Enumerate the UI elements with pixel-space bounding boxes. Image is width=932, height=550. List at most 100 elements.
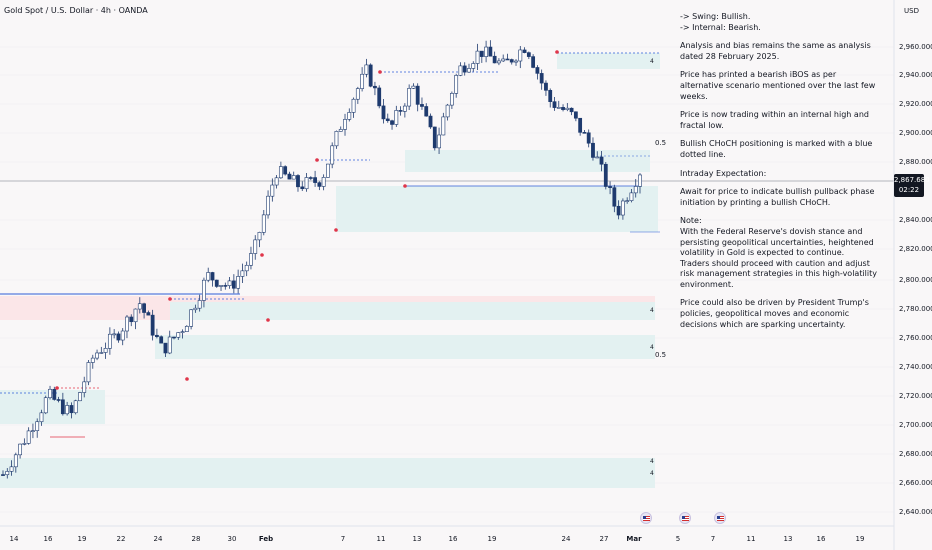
bearish-candle bbox=[172, 336, 176, 339]
analysis-line: weeks. bbox=[680, 91, 708, 101]
analysis-line: environment. bbox=[680, 279, 734, 289]
analysis-paragraph: Analysis and bias remains the same as an… bbox=[680, 41, 876, 62]
bullish-candle bbox=[26, 430, 31, 444]
bearish-candle bbox=[569, 107, 574, 113]
analysis-paragraph: Price has printed a bearish iBOS as per a… bbox=[680, 70, 876, 102]
bullish-candle bbox=[458, 65, 463, 76]
analysis-line: dotted line. bbox=[680, 149, 726, 159]
bearish-candle bbox=[548, 90, 553, 102]
swing-markers bbox=[55, 50, 559, 390]
bullish-candle bbox=[556, 107, 561, 109]
bearish-candle bbox=[608, 186, 612, 188]
bullish-candle bbox=[48, 388, 52, 399]
bullish-candle bbox=[176, 332, 181, 338]
bullish-candle bbox=[330, 145, 335, 165]
bullish-candle bbox=[261, 214, 266, 233]
bullish-candle bbox=[244, 264, 249, 272]
bearish-candle bbox=[1, 474, 5, 476]
swing-marker bbox=[168, 297, 172, 301]
us-flag-event-icon[interactable] bbox=[679, 512, 691, 524]
bullish-candle bbox=[253, 239, 258, 254]
currency-button[interactable]: USD bbox=[904, 7, 919, 15]
swing-marker bbox=[403, 184, 407, 188]
bullish-candle bbox=[240, 270, 245, 277]
bullish-candle bbox=[497, 60, 501, 64]
bullish-candle bbox=[274, 177, 279, 186]
bullish-candle bbox=[227, 280, 232, 286]
analysis-line: risk management strategies in this high-… bbox=[680, 269, 877, 279]
bullish-candle bbox=[167, 336, 172, 354]
price-tick-label: 2,760.000 bbox=[899, 334, 932, 342]
price-tick-label: 2,680.000 bbox=[899, 450, 932, 458]
bullish-candle bbox=[321, 177, 326, 187]
price-tick-label: 2,900.000 bbox=[899, 129, 932, 137]
bullish-candle bbox=[270, 184, 275, 197]
bearish-candle bbox=[283, 166, 288, 175]
bullish-candle bbox=[90, 357, 95, 363]
swing-marker bbox=[260, 253, 264, 257]
bearish-candle bbox=[150, 314, 155, 336]
time-tick-label: 24 bbox=[153, 535, 163, 543]
analysis-paragraph: -> Swing: Bullish. -> Internal: Bearish. bbox=[680, 12, 876, 33]
bullish-candle bbox=[291, 175, 296, 180]
bullish-candle bbox=[86, 362, 91, 383]
time-tick-label: 13 bbox=[783, 535, 793, 543]
time-tick-label: 19 bbox=[487, 535, 497, 543]
bullish-candle bbox=[620, 200, 625, 216]
bearish-candle bbox=[509, 59, 514, 63]
bullish-candle bbox=[625, 200, 630, 202]
time-tick-label: 11 bbox=[746, 535, 756, 543]
analysis-line: decisions which are sparking uncertainty… bbox=[680, 319, 846, 329]
time-tick-label: Mar bbox=[626, 535, 642, 543]
bearish-candle bbox=[116, 333, 121, 341]
bullish-candle bbox=[99, 352, 104, 354]
analysis-line: -> Swing: Bullish. bbox=[680, 12, 751, 21]
analysis-line: Traders should proceed with caution and … bbox=[680, 258, 870, 268]
time-tick-label: 14 bbox=[9, 535, 19, 543]
bullish-candle bbox=[629, 192, 634, 201]
bullish-candle bbox=[360, 73, 365, 89]
us-flag-event-icon[interactable] bbox=[714, 512, 726, 524]
bearish-candle bbox=[578, 117, 583, 133]
bearish-candle bbox=[424, 106, 429, 117]
bullish-candle bbox=[189, 309, 194, 327]
order-block-zones bbox=[0, 53, 660, 488]
bearish-candle bbox=[223, 285, 228, 287]
analysis-line: Analysis and bias remains the same as an… bbox=[680, 41, 871, 51]
zone-count-label: 4 bbox=[650, 307, 654, 314]
bullish-candle bbox=[437, 134, 441, 149]
bullish-candle bbox=[236, 276, 241, 289]
price-tick-label: 2,800.000 bbox=[899, 276, 932, 284]
us-flag-event-icon[interactable] bbox=[640, 512, 652, 524]
bearish-candle bbox=[300, 186, 305, 190]
demand-zone-choch bbox=[336, 186, 658, 232]
bearish-candle bbox=[142, 303, 146, 313]
bearish-candle bbox=[129, 316, 134, 323]
time-tick-label: 27 bbox=[599, 535, 609, 543]
symbol-title[interactable]: Gold Spot / U.S. Dollar · 4h · OANDA bbox=[4, 6, 148, 15]
analysis-paragraph: Intraday Expectation: bbox=[680, 169, 876, 180]
bearish-candle bbox=[308, 177, 313, 179]
bullish-candle bbox=[514, 60, 518, 63]
bar-countdown: 02:22 bbox=[898, 186, 920, 194]
bullish-candle bbox=[454, 75, 459, 94]
demand-zone-2 bbox=[170, 302, 655, 320]
bearish-candle bbox=[428, 115, 433, 128]
bullish-candle bbox=[257, 232, 262, 241]
bearish-candle bbox=[398, 110, 403, 112]
bullish-candle bbox=[402, 105, 407, 112]
time-tick-label: 7 bbox=[710, 535, 716, 543]
analysis-line: Price has printed a bearish iBOS as per bbox=[680, 70, 837, 80]
bullish-candle bbox=[518, 49, 523, 62]
bearish-candle bbox=[313, 177, 317, 183]
time-tick-label: 19 bbox=[77, 535, 87, 543]
bullish-candle bbox=[326, 163, 330, 178]
candles bbox=[1, 40, 642, 479]
bullish-candle bbox=[445, 104, 450, 118]
bearish-candle bbox=[231, 280, 236, 289]
bullish-candle bbox=[197, 300, 202, 309]
bullish-candle bbox=[343, 119, 347, 130]
analysis-line: With the Federal Reserve's dovish stance… bbox=[680, 226, 863, 236]
analysis-line: fractal low. bbox=[680, 120, 724, 130]
